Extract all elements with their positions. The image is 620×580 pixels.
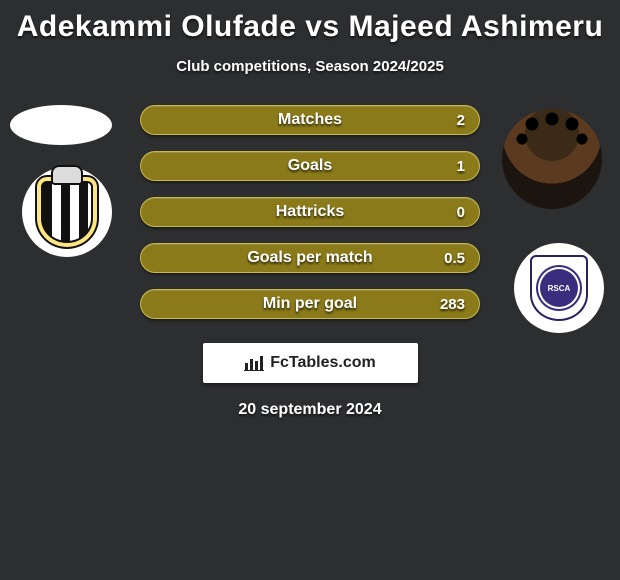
stat-right-value: 1 xyxy=(457,158,465,175)
page-title: Adekammi Olufade vs Majeed Ashimeru xyxy=(0,0,620,44)
brand-label: FcTables.com xyxy=(270,354,376,372)
stat-right-value: 283 xyxy=(440,296,465,313)
date-label: 20 september 2024 xyxy=(0,401,620,419)
stat-right-value: 0.5 xyxy=(444,250,465,267)
player2-avatar xyxy=(502,109,602,209)
stat-label: Min per goal xyxy=(263,295,357,313)
stat-label: Goals xyxy=(288,157,332,175)
brand-watermark: FcTables.com xyxy=(203,343,418,383)
stat-label: Matches xyxy=(278,111,342,129)
stat-bars: Matches 2 Goals 1 Hattricks 0 Goals per … xyxy=(140,105,480,335)
stat-right-value: 2 xyxy=(457,112,465,129)
stat-row-min-per-goal: Min per goal 283 xyxy=(140,289,480,319)
stat-row-goals: Goals 1 xyxy=(140,151,480,181)
player1-avatar xyxy=(10,105,112,145)
stat-label: Goals per match xyxy=(247,249,372,267)
player1-club-badge xyxy=(22,167,112,257)
stat-row-matches: Matches 2 xyxy=(140,105,480,135)
stat-row-hattricks: Hattricks 0 xyxy=(140,197,480,227)
subtitle: Club competitions, Season 2024/2025 xyxy=(0,58,620,75)
stat-label: Hattricks xyxy=(276,203,344,221)
player2-club-badge: RSCA xyxy=(514,243,604,333)
comparison-area: RSCA Matches 2 Goals 1 Hattricks 0 Goals… xyxy=(0,105,620,335)
stat-right-value: 0 xyxy=(457,204,465,221)
stat-row-goals-per-match: Goals per match 0.5 xyxy=(140,243,480,273)
bar-chart-icon xyxy=(244,355,264,371)
